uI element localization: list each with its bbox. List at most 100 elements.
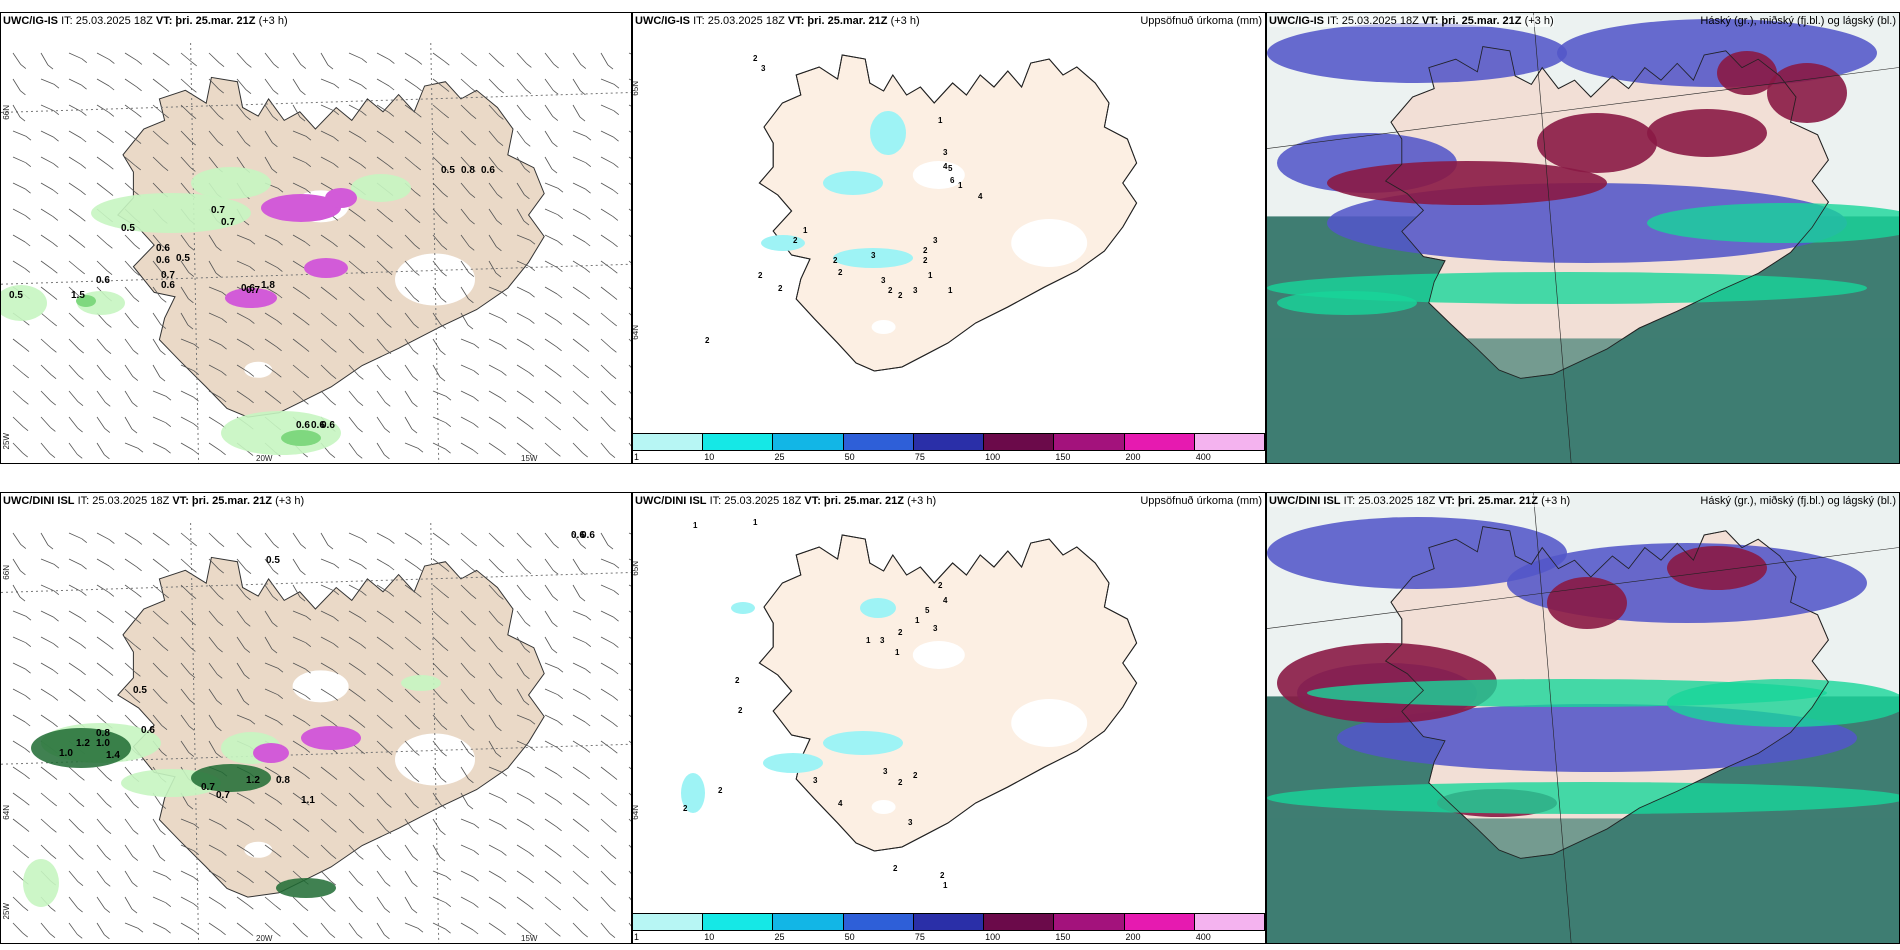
wind-barb [460,636,471,648]
wind-barb [488,740,497,754]
wind-barb [163,140,169,145]
wind-barb [544,896,556,907]
wind-barb [628,208,631,211]
wind-barb [516,844,530,853]
precip-value-label: 4 [978,192,983,201]
wind-barb [523,700,530,706]
wind-barb [572,558,581,572]
wind-barb [50,427,56,432]
wind-barb [432,766,442,779]
wind-barb [12,130,27,137]
wind-barb [180,740,190,753]
wind-barb [208,636,218,649]
wind-barb [188,726,195,731]
wind-barb [600,286,613,296]
precip-value-label: 4 [943,162,948,171]
wind-barb [524,168,531,173]
wind-barb [445,395,452,401]
wind-barb [292,740,306,749]
wind-barb [320,130,334,138]
wind-barb [40,52,49,66]
high-cloud [1267,23,1567,83]
wind-barb [249,266,256,272]
wind-barb [292,792,305,802]
wind-barb [273,63,279,69]
wind-barb [276,372,282,378]
wind-barb [468,246,475,251]
wind-barb [557,267,563,272]
wind-barb [320,52,329,66]
wind-barb [488,208,498,221]
precip-value-label: 3 [883,767,888,776]
wind-barb [628,182,631,185]
wind-barb [376,870,386,883]
wind-barb [385,829,392,835]
wind-barb [612,669,619,675]
wind-barb [12,558,21,572]
wind-barb [516,922,529,932]
colorbar-segment [843,434,914,450]
wind-barb [124,286,135,298]
wind-barb [40,584,54,592]
wind-barb [628,338,631,342]
wind-barb [221,851,227,856]
wind-barb [124,52,138,61]
mid-cloud [1717,51,1777,95]
wind-barb [81,538,88,544]
wind-barb [236,104,246,117]
wind-barb [527,451,534,456]
wind-barb [80,164,87,169]
wind-barb [24,320,30,326]
wind-barb [187,324,194,330]
glacier [912,641,965,669]
wind-barb [152,662,164,674]
wind-barb [292,78,301,92]
wind-barb [236,558,247,570]
wind-barb [277,720,283,726]
wind-barb [135,139,142,144]
wind-barb [404,896,413,910]
wind-barb [215,272,222,278]
colorbar-tick-label: 10 [704,932,715,942]
wind-barb [471,541,477,547]
wind-barb [404,558,417,568]
wind-barb [132,882,138,888]
wind-barb [528,398,534,404]
panel-title: UWC/IG-IS IT: 25.03.2025 18Z VT: þri. 25… [635,15,920,27]
wind-barb [152,818,161,832]
wind-barb [96,416,106,429]
map-border-line [1267,547,1899,629]
wind-barb [68,870,79,882]
wind-barb [442,166,449,172]
wind-barb [516,818,530,827]
wind-barb [161,725,168,731]
wind-barb [443,113,449,119]
wind-barb [460,532,472,543]
wind-barb [180,610,192,622]
wind-barb [404,364,414,377]
panel-clouds-row1: UWC/IG-IS IT: 25.03.2025 18Z VT: þri. 25… [1266,12,1900,464]
wind-barb [180,52,192,63]
wind-barb [516,688,525,702]
wind-barb [628,844,631,848]
wind-barb [516,636,526,649]
wind-barb [404,312,414,325]
wind-barb [78,348,84,354]
precip-value-label: 3 [943,148,948,157]
wind-barb [432,130,444,141]
wind-barb [327,544,334,550]
wind-barb [68,688,81,698]
precip-value-label: 0.6 [241,283,255,294]
wind-barb [501,851,507,856]
precip-value-label: 1.5 [71,290,85,301]
precip-value-label: 0.6 [161,280,175,291]
precip-area [31,728,131,768]
precip-area [870,111,906,155]
wind-barb [376,442,385,456]
wind-barb [472,929,479,935]
wind-barb [544,532,554,545]
lon-label: 20W [256,934,273,943]
glacier [292,670,349,703]
wind-barb [432,714,443,726]
precip-value-label: 2 [898,291,903,300]
